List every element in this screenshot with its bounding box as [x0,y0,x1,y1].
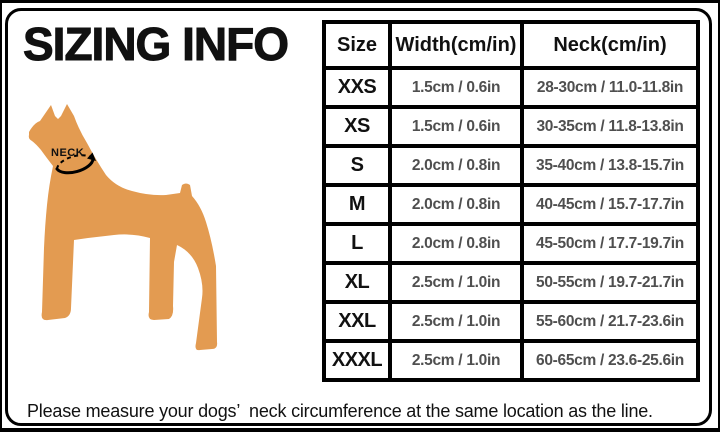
size-cell: XXXL [322,339,392,382]
neck-label: NECK [51,147,84,159]
size-cell: XL [322,261,392,304]
dog-silhouette [28,104,218,351]
size-cell: XXL [322,300,392,343]
size-table: Size Width(cm/in) Neck(cm/in) XXS 1.5cm … [322,20,700,382]
size-cell: XXS [322,66,392,109]
neck-cell: 30-35cm / 11.8-13.8in [520,105,700,148]
width-cell: 2.0cm / 0.8in [388,144,524,187]
neck-cell: 50-55cm / 19.7-21.7in [520,261,700,304]
page-title: SIZING INFO [23,18,290,71]
table-row: XXXL 2.5cm / 1.0in 60-65cm / 23.6-25.6in [322,339,700,382]
size-cell: M [322,183,392,226]
table-row: XXL 2.5cm / 1.0in 55-60cm / 21.7-23.6in [322,300,700,343]
table-row: M 2.0cm / 0.8in 40-45cm / 15.7-17.7in [322,183,700,226]
measure-note: Please measure your dogs’ neck circumfer… [27,401,653,421]
rounded-border [5,8,712,426]
size-cell: XS [322,105,392,148]
neck-cell: 35-40cm / 13.8-15.7in [520,144,700,187]
table-row: XXS 1.5cm / 0.6in 28-30cm / 11.0-11.8in [322,66,700,109]
size-cell: S [322,144,392,187]
neck-cell: 28-30cm / 11.0-11.8in [520,66,700,109]
table-row: S 2.0cm / 0.8in 35-40cm / 13.8-15.7in [322,144,700,187]
table-row: L 2.0cm / 0.8in 45-50cm / 17.7-19.7in [322,222,700,265]
neck-cell: 45-50cm / 17.7-19.7in [520,222,700,265]
size-cell: L [322,222,392,265]
table-header-row: Size Width(cm/in) Neck(cm/in) [322,20,700,70]
col-header-size: Size [322,20,392,70]
dog-illustration: NECK [28,104,218,351]
neck-cell: 60-65cm / 23.6-25.6in [520,339,700,382]
table-row: XL 2.5cm / 1.0in 50-55cm / 19.7-21.7in [322,261,700,304]
neck-cell: 40-45cm / 15.7-17.7in [520,183,700,226]
width-cell: 2.5cm / 1.0in [388,339,524,382]
collar-line-solid [55,157,95,175]
neck-pointer-arrowhead [87,152,96,161]
width-cell: 2.5cm / 1.0in [388,261,524,304]
neck-cell: 55-60cm / 21.7-23.6in [520,300,700,343]
width-cell: 1.5cm / 0.6in [388,66,524,109]
width-cell: 2.0cm / 0.8in [388,183,524,226]
width-cell: 2.0cm / 0.8in [388,222,524,265]
col-header-width: Width(cm/in) [388,20,524,70]
width-cell: 2.5cm / 1.0in [388,300,524,343]
col-header-neck: Neck(cm/in) [520,20,700,70]
width-cell: 1.5cm / 0.6in [388,105,524,148]
table-row: XS 1.5cm / 0.6in 30-35cm / 11.8-13.8in [322,105,700,148]
